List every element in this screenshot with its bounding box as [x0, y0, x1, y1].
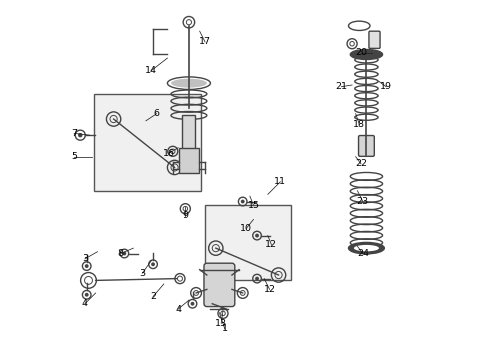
Ellipse shape: [171, 79, 206, 87]
Bar: [179, 148, 199, 173]
Circle shape: [84, 293, 88, 297]
Text: 2: 2: [150, 292, 156, 301]
Text: 24: 24: [356, 249, 368, 258]
FancyBboxPatch shape: [368, 31, 379, 48]
Text: 9: 9: [182, 211, 188, 220]
Ellipse shape: [353, 245, 378, 251]
Text: 20: 20: [354, 48, 366, 57]
FancyBboxPatch shape: [203, 263, 234, 307]
Bar: [94, 94, 201, 191]
Text: 12: 12: [265, 240, 277, 249]
Circle shape: [255, 234, 259, 238]
Text: 17: 17: [199, 37, 211, 46]
Text: 8: 8: [118, 249, 123, 258]
Text: 18: 18: [352, 120, 365, 129]
Text: 22: 22: [354, 159, 366, 168]
Text: 14: 14: [145, 66, 157, 75]
Text: 7: 7: [71, 129, 77, 138]
Text: 4: 4: [175, 305, 181, 314]
Text: 21: 21: [335, 82, 346, 91]
Text: 6: 6: [153, 109, 159, 118]
Text: 3: 3: [139, 269, 145, 278]
Text: 12: 12: [263, 285, 275, 294]
Circle shape: [190, 302, 194, 306]
Text: 15: 15: [247, 201, 259, 210]
Text: 19: 19: [379, 82, 391, 91]
Bar: [204, 205, 290, 280]
Circle shape: [84, 264, 88, 268]
Text: 16: 16: [163, 149, 175, 158]
Text: 11: 11: [274, 177, 286, 186]
Ellipse shape: [348, 242, 384, 254]
Circle shape: [78, 133, 82, 138]
Ellipse shape: [349, 49, 382, 59]
Text: 10: 10: [240, 224, 252, 233]
Text: 13: 13: [215, 319, 227, 328]
Text: 4: 4: [82, 299, 88, 308]
Text: 1: 1: [222, 324, 227, 333]
FancyBboxPatch shape: [358, 135, 373, 156]
Circle shape: [255, 277, 259, 280]
Text: 3: 3: [81, 255, 88, 264]
Text: 5: 5: [71, 152, 77, 161]
Text: 23: 23: [356, 197, 368, 206]
Circle shape: [151, 262, 155, 266]
Circle shape: [240, 199, 244, 203]
Circle shape: [122, 252, 126, 256]
Bar: [182, 116, 195, 151]
